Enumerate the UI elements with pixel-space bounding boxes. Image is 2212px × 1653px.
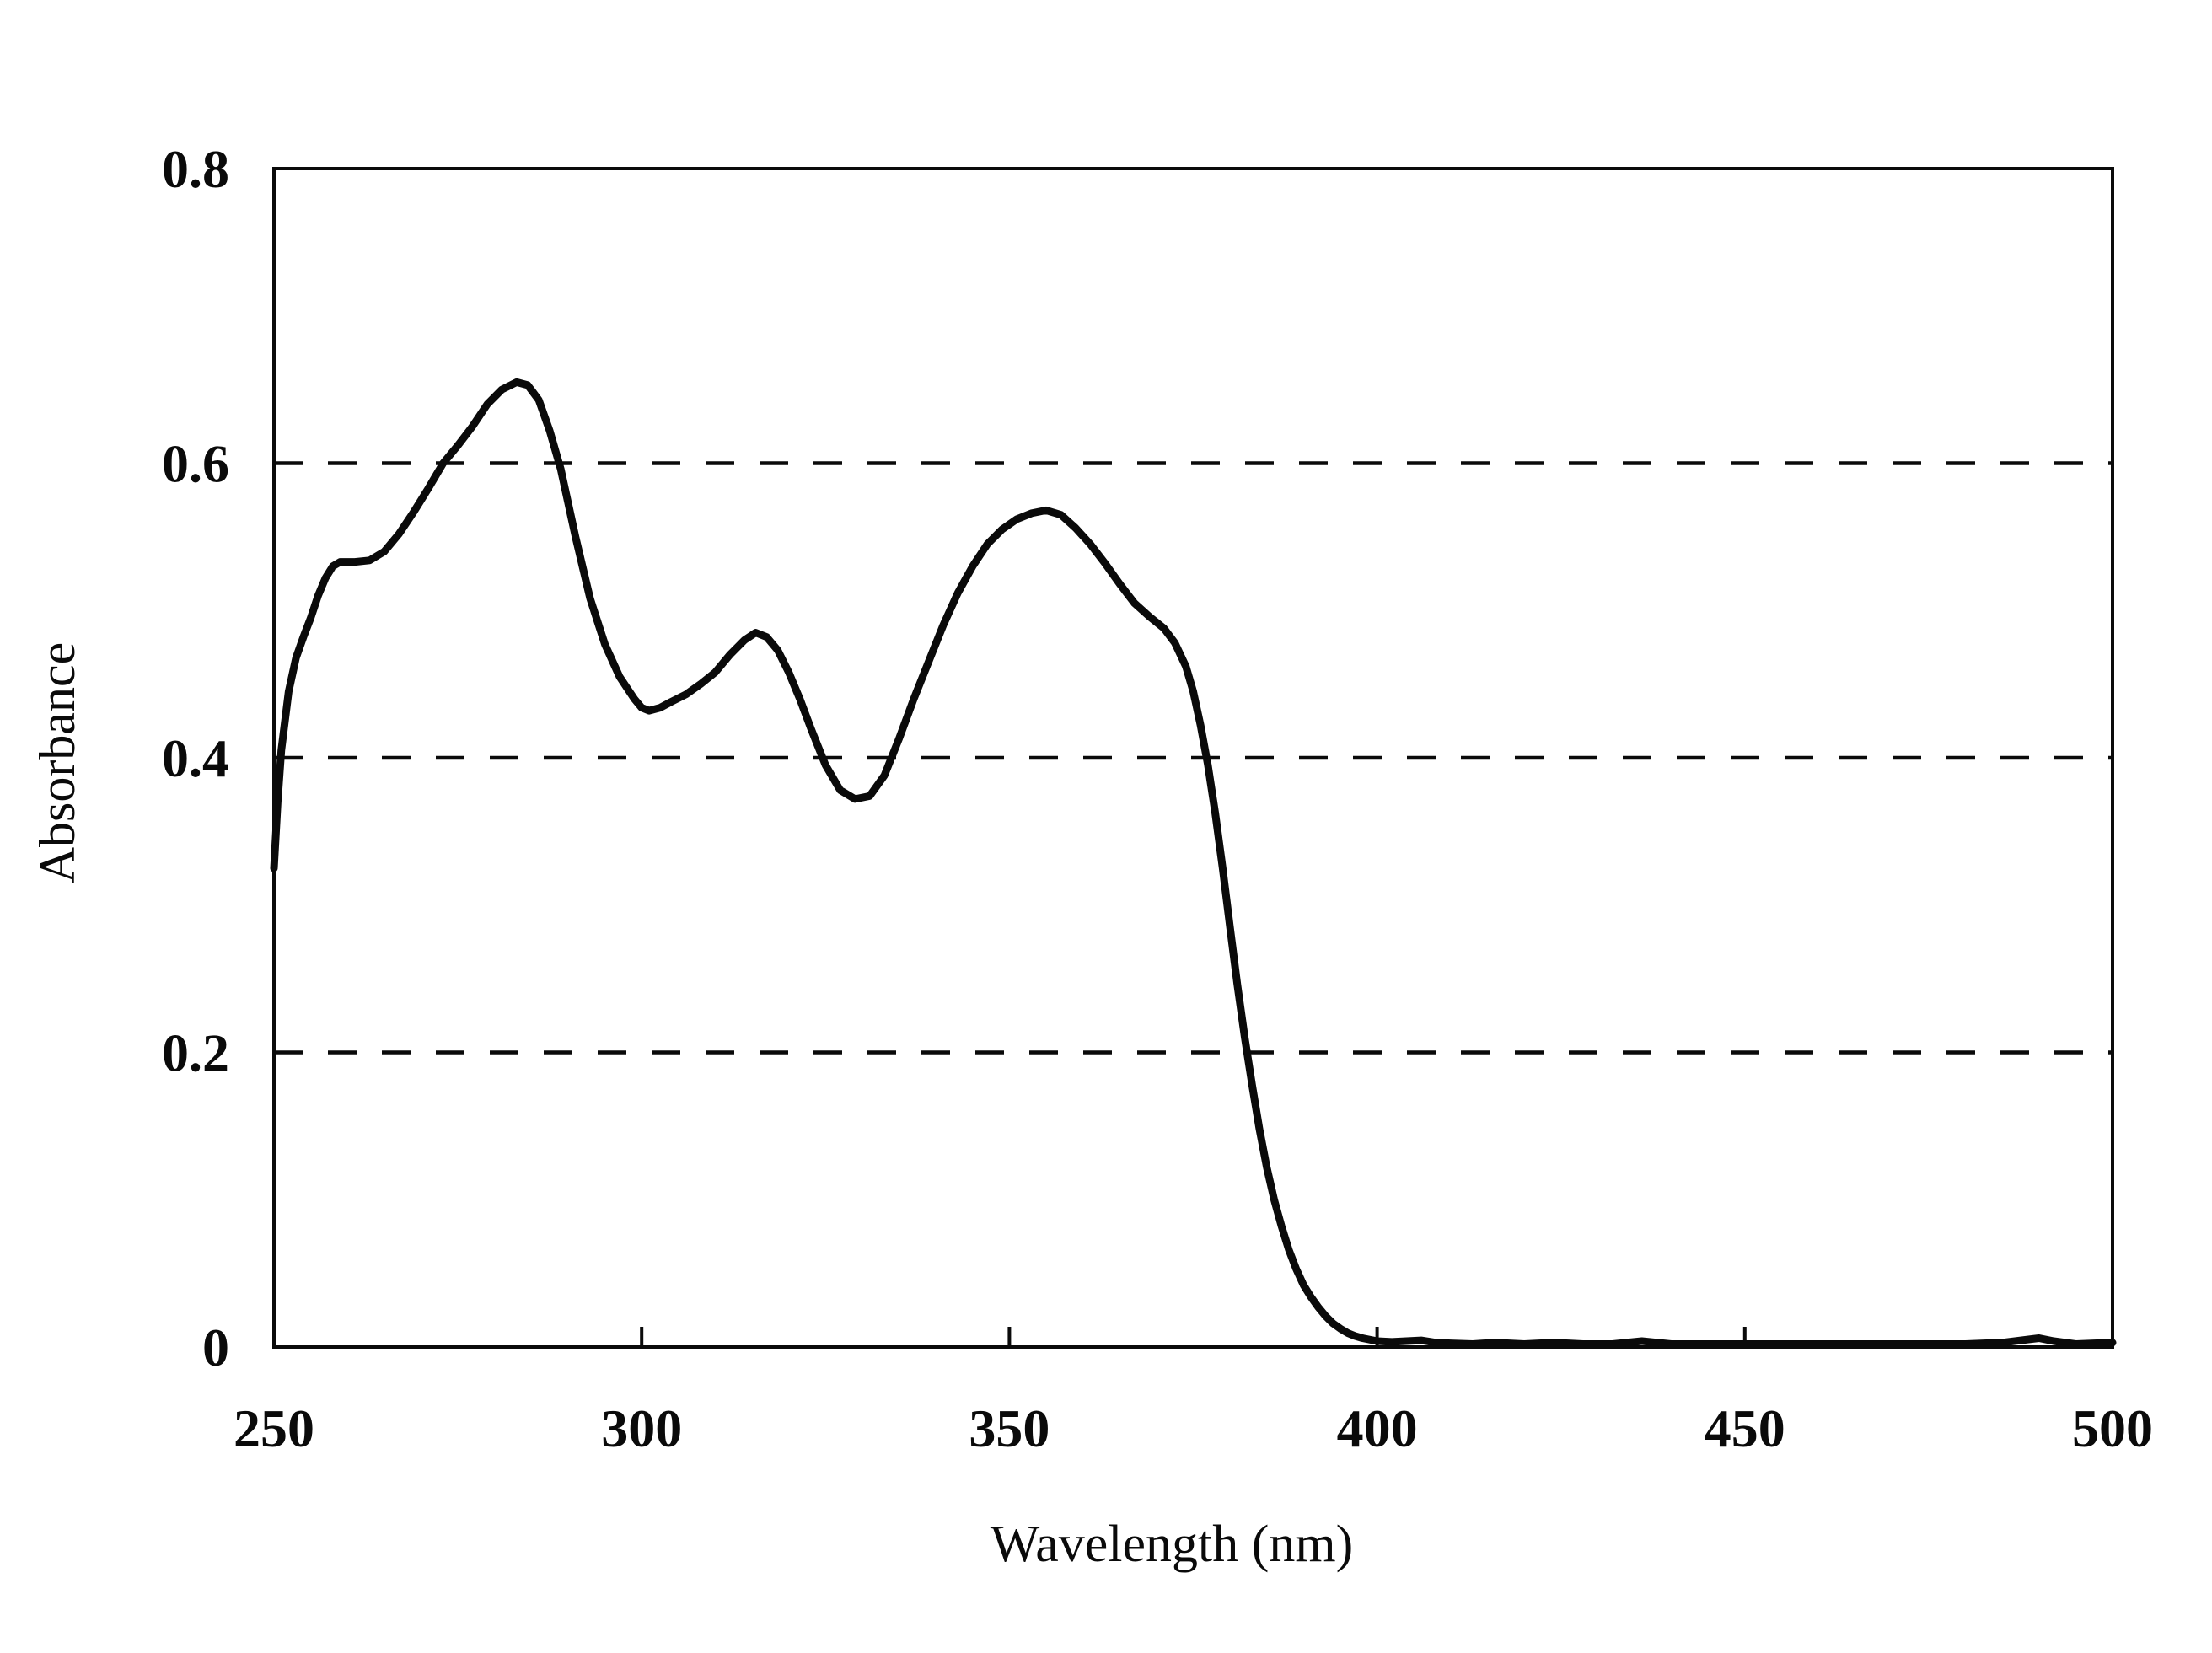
y-tick-label-0.8: 0.8 [162,139,229,199]
y-tick-label-0.6: 0.6 [162,434,229,494]
y-axis-title: Absorbance [30,642,85,884]
x-tick-label-500: 500 [2072,1398,2153,1458]
y-tick-label-0.2: 0.2 [162,1023,229,1083]
x-tick-label-250: 250 [234,1398,314,1458]
x-tick-label-350: 350 [969,1398,1050,1458]
x-tick-label-450: 450 [1705,1398,1785,1458]
x-axis-title: Wavelength (nm) [991,1516,1354,1573]
x-axis-tick-labels-group: 250 300 350 400 450 500 [234,1398,2153,1458]
y-tick-label-0: 0 [202,1318,229,1377]
plot-border [272,167,2114,1349]
y-axis-tick-labels-group: 0 0.2 0.4 0.6 0.8 [162,139,229,1377]
spectrum-curve [270,378,2117,1348]
gridlines-group [274,461,2113,1055]
x-tick-label-400: 400 [1337,1398,1418,1458]
x-tick-label-300: 300 [601,1398,682,1458]
y-tick-label-0.4: 0.4 [162,728,229,788]
